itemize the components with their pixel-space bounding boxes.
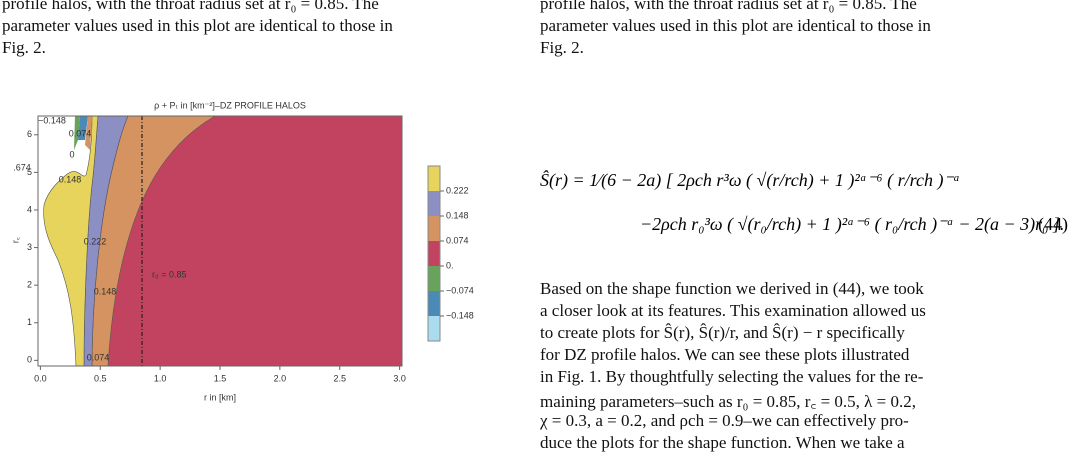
y-axis-label: r꜀	[10, 237, 20, 243]
colorbar-band	[428, 241, 440, 266]
region	[78, 116, 88, 140]
x-tick-label: 1.0	[154, 373, 167, 383]
x-tick-label: 0.5	[94, 373, 107, 383]
colorbar-frame	[427, 165, 441, 342]
colorbar-band	[428, 266, 440, 291]
colorbar-band	[428, 291, 440, 316]
text-line: Fig. 2.	[540, 38, 584, 57]
y-tick-label: 3	[27, 242, 32, 252]
text-line: χ = 0.3, a = 0.2, and ρch = 0.9–we can e…	[540, 411, 909, 430]
equation-number: (44)	[1038, 214, 1068, 234]
contour-label: 0.074	[69, 128, 92, 138]
y-tick-label: 5	[27, 167, 32, 177]
y-tick-label: 6	[27, 129, 32, 139]
text-line: profile halos, with the throat radius se…	[2, 0, 379, 13]
text-line: a closer look at its features. This exam…	[540, 301, 926, 320]
text-line: Based on the shape function we derived i…	[540, 279, 924, 298]
colorbar-band	[428, 316, 440, 341]
text-line: maining parameters–such as r₀ = 0.85, r꜀…	[540, 392, 916, 411]
throat-label: r₀ = 0.85	[152, 269, 187, 279]
contour-label: 0	[69, 149, 74, 159]
y-tick-label: 4	[27, 204, 32, 214]
colorbar-band	[428, 166, 440, 191]
x-tick-label: 2.5	[333, 373, 346, 383]
text-line: Fig. 2.	[2, 38, 46, 57]
chart-title: ρ + Pₜ in [km⁻²]–DZ PROFILE HALOS	[154, 100, 306, 110]
region	[74, 116, 80, 150]
region	[85, 116, 92, 150]
colorbar-band	[428, 191, 440, 216]
figure: ρ + Pₜ in [km⁻²]–DZ PROFILE HALOS r in […	[10, 100, 474, 402]
region	[43, 115, 99, 367]
equation-line: Ŝ(r) = 1⁄(6 − 2a) [ 2ρch r³ω ( √(r/rch) …	[540, 170, 961, 190]
x-tick-label: 0.0	[34, 373, 47, 383]
colorbar-label: −0.148	[446, 310, 474, 320]
text-line: profile halos, with the throat radius se…	[540, 0, 917, 13]
colorbar-label: 0.222	[446, 185, 469, 195]
colorbar-label: 0.074	[446, 235, 469, 245]
text-line: in Fig. 1. By thoughtfully selecting the…	[540, 367, 924, 386]
y-tick-label: 1	[27, 317, 32, 327]
x-tick-label: 3.0	[393, 373, 406, 383]
text-line: to create plots for Ŝ(r), Ŝ(r)/r, and Ŝ(…	[540, 323, 905, 342]
contour-label: −0.148	[38, 115, 66, 125]
contour-label: 0.148	[94, 286, 117, 296]
contour-label: 0.222	[84, 236, 107, 246]
colorbar-label: 0.	[446, 260, 454, 270]
text-line: duce the plots for the shape function. W…	[540, 433, 905, 452]
contour-label: 0.148	[59, 174, 82, 184]
x-axis-label: r in [km]	[204, 392, 236, 402]
region	[108, 116, 402, 366]
colorbar-label: 0.148	[446, 210, 469, 220]
x-tick-label: 1.5	[214, 373, 227, 383]
y-tick-label: 2	[27, 280, 32, 290]
contour-label: 0.074	[87, 352, 110, 362]
text-line: parameter values used in this plot are i…	[540, 16, 931, 35]
y-tick-label: 0	[27, 355, 32, 365]
contour-label: .674	[13, 162, 31, 172]
colorbar-band	[428, 216, 440, 241]
colorbar-label: −0.074	[446, 285, 474, 295]
x-tick-label: 2.0	[274, 373, 287, 383]
text-line: for DZ profile halos. We can see these p…	[540, 345, 910, 364]
equation-line: −2ρch r₀³ω ( √(r₀/rch) + 1 )²ᵃ⁻⁶ ( r₀/rc…	[640, 214, 1065, 234]
text-line: parameter values used in this plot are i…	[2, 16, 393, 35]
